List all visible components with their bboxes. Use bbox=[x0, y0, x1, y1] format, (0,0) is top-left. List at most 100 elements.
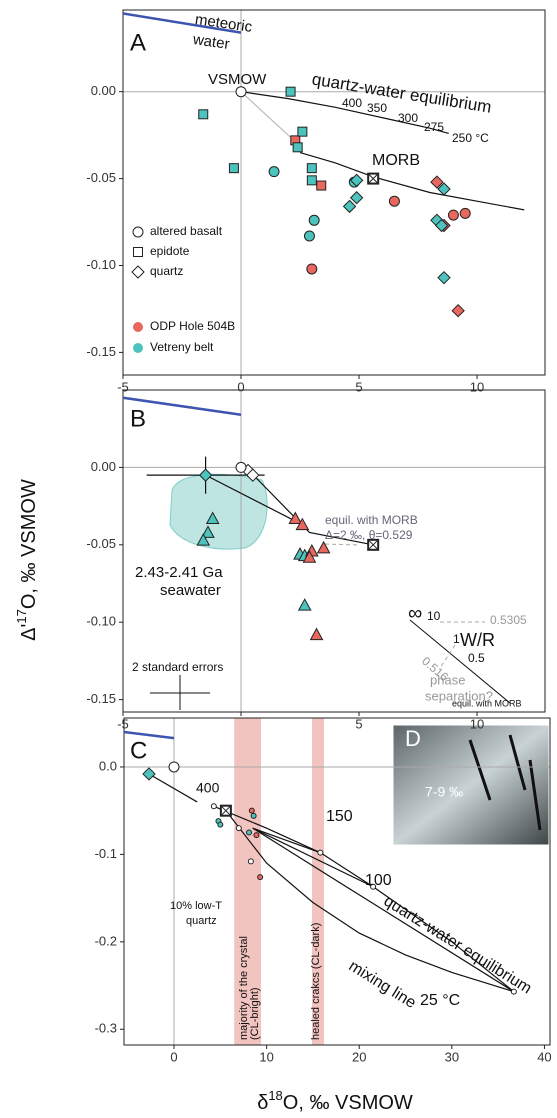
annotation: 10 bbox=[427, 609, 441, 623]
annotation: healed crakcs (CL-dark) bbox=[310, 923, 322, 1040]
curve bbox=[122, 396, 242, 417]
point bbox=[342, 199, 357, 214]
curve bbox=[122, 12, 242, 34]
curve bbox=[123, 730, 175, 740]
point bbox=[198, 109, 209, 120]
annotation: 25 °C bbox=[420, 992, 460, 1009]
morb-cross bbox=[368, 540, 378, 550]
curve bbox=[299, 151, 525, 211]
annotation: 7-9 ‰ bbox=[425, 784, 463, 800]
point bbox=[201, 525, 215, 538]
morb-arrow bbox=[324, 543, 361, 546]
y-tick-label: 0.00 bbox=[91, 459, 116, 474]
point bbox=[306, 175, 317, 186]
curve bbox=[205, 474, 303, 526]
curve bbox=[240, 91, 449, 134]
annotation: MORB bbox=[372, 152, 420, 169]
annotation: quartz bbox=[186, 915, 217, 927]
point bbox=[295, 517, 310, 531]
point bbox=[306, 163, 317, 174]
point bbox=[316, 180, 327, 191]
annotation: ∞ bbox=[408, 602, 422, 624]
x-tick-label: 40 bbox=[537, 1049, 551, 1064]
point bbox=[316, 540, 331, 554]
point bbox=[257, 874, 264, 881]
point bbox=[349, 173, 364, 188]
band bbox=[311, 718, 325, 1045]
x-tick-label: 5 bbox=[355, 379, 362, 394]
point bbox=[510, 988, 517, 995]
legend-label: ODP Hole 504B bbox=[150, 319, 235, 333]
annotation: majority of the crystal bbox=[238, 936, 250, 1040]
point bbox=[248, 807, 255, 814]
annotation: W/R bbox=[460, 630, 495, 650]
annotation: C bbox=[130, 737, 147, 764]
annotation: 350 bbox=[367, 101, 387, 115]
point bbox=[247, 858, 254, 865]
morb-cross bbox=[368, 174, 378, 183]
point bbox=[168, 761, 180, 773]
legend-label: altered basalt bbox=[150, 224, 223, 238]
x-tick-label: 30 bbox=[445, 1049, 459, 1064]
plot-frame bbox=[122, 389, 546, 713]
annotation: 250 °C bbox=[452, 131, 489, 145]
y-tick-label: 0.00 bbox=[91, 83, 116, 98]
annotation: 2.43-2.41 Ga bbox=[135, 564, 223, 581]
point bbox=[451, 303, 465, 318]
curve bbox=[148, 773, 198, 803]
point bbox=[434, 218, 449, 233]
annotation: equil. with MORB bbox=[452, 698, 522, 708]
annotation: B bbox=[130, 405, 146, 432]
x-tick-label: 20 bbox=[352, 1049, 366, 1064]
curve bbox=[225, 810, 515, 993]
point bbox=[217, 821, 224, 828]
point bbox=[437, 182, 451, 196]
annotation: D bbox=[405, 726, 421, 751]
annotation: 0.5305 bbox=[490, 613, 527, 627]
annotation: 15-16 ‰ bbox=[468, 853, 522, 869]
annotation: Δ=2 ‰, θ=0.529 bbox=[325, 528, 413, 542]
annotation: 400 bbox=[196, 780, 220, 796]
point bbox=[142, 767, 156, 781]
y-tick-label: -0.05 bbox=[86, 536, 116, 551]
annotation: 400 bbox=[342, 96, 362, 110]
annotation: 100 bbox=[365, 872, 392, 889]
annotation: quartz-water equilibrium bbox=[381, 893, 535, 998]
legend-label: quartz bbox=[150, 264, 183, 278]
point bbox=[246, 468, 260, 482]
annotation: 150 bbox=[326, 808, 353, 825]
x-tick-label: 5 bbox=[355, 716, 362, 731]
x-tick-label: 10 bbox=[470, 379, 484, 394]
legend-swatch bbox=[133, 343, 143, 353]
curve bbox=[213, 805, 515, 993]
y-tick-label: -0.15 bbox=[86, 691, 116, 706]
point bbox=[317, 849, 324, 856]
y-tick-label: -0.3 bbox=[95, 1021, 117, 1036]
annotation: seawater bbox=[160, 582, 221, 599]
point bbox=[459, 207, 471, 219]
point bbox=[268, 166, 280, 178]
y-tick-label: -0.10 bbox=[86, 257, 116, 272]
x-tick-label: -5 bbox=[117, 716, 129, 731]
wr-arrow bbox=[439, 644, 456, 669]
point bbox=[388, 195, 400, 207]
y-tick-label: -0.1 bbox=[95, 846, 117, 861]
point bbox=[205, 511, 220, 524]
annotation: quartz-water equilibrium bbox=[311, 70, 493, 117]
point bbox=[297, 126, 308, 137]
point bbox=[210, 803, 217, 810]
annotation: 1 bbox=[453, 632, 460, 646]
annotation: mixing line bbox=[346, 958, 419, 1013]
point bbox=[285, 86, 296, 97]
point bbox=[250, 812, 257, 819]
annotation: 0.5 bbox=[468, 651, 485, 665]
y-axis-label: Δ'17O, ‰ VSMOW bbox=[14, 479, 40, 641]
y-tick-label: -0.10 bbox=[86, 614, 116, 629]
point bbox=[133, 247, 143, 257]
point bbox=[198, 468, 213, 482]
x-tick-label: 10 bbox=[259, 1049, 273, 1064]
x-tick-label: 10 bbox=[470, 716, 484, 731]
photo-cracks bbox=[468, 734, 542, 831]
annotation: 300 bbox=[398, 111, 418, 125]
